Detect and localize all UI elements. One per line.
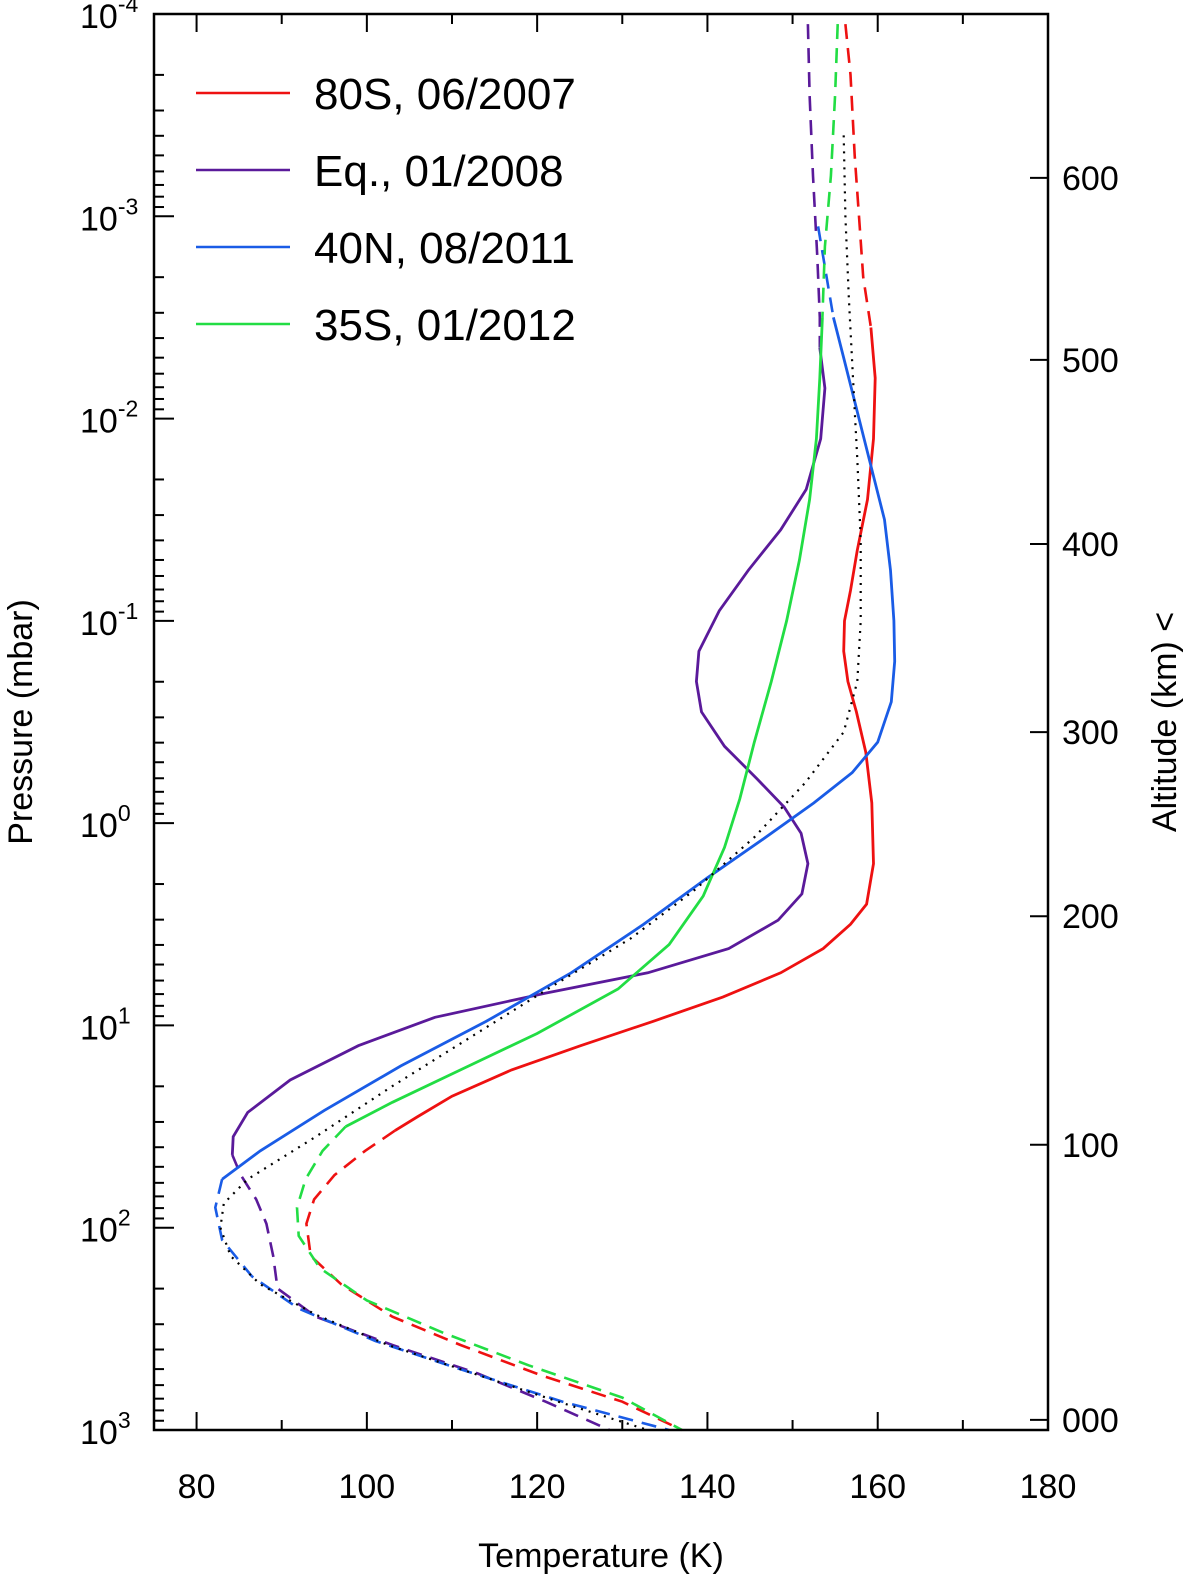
altitude-tick-label: 200	[1062, 898, 1119, 936]
series-0-line	[394, 327, 877, 1132]
series-0-dashed-upper	[844, 23, 873, 328]
y-tick-label: 102	[80, 1205, 131, 1250]
altitude-tick-label: 000	[1062, 1402, 1119, 1440]
series-3-dashed-upper	[821, 24, 839, 318]
x-tick-label: 120	[509, 1468, 566, 1506]
series-3-line	[344, 317, 824, 1128]
x-tick-label: 160	[849, 1468, 906, 1506]
y-tick-label: 10-1	[80, 598, 138, 643]
right-axis-title: Altitude (km) <	[1146, 612, 1184, 832]
series-2-dashed-upper	[816, 226, 835, 318]
series-1-line	[230, 347, 827, 1155]
curves-layer	[213, 23, 897, 1432]
y-tick-label: 10-2	[80, 396, 138, 441]
altitude-tick-label: 400	[1062, 526, 1119, 564]
legend: 80S, 06/2007 Eq., 01/2008 40N, 08/2011 35S,…	[196, 70, 576, 350]
altitude-tick-label: 100	[1062, 1127, 1119, 1165]
x-tick-label: 80	[178, 1468, 216, 1506]
ticks-layer: 80 100 120 140 160 180 10-4 10-3 10-2 10-1 100 101 1…	[80, 0, 1119, 1506]
series-4-dotted-line	[219, 135, 862, 1432]
series-2-line	[221, 317, 897, 1181]
x-axis-title: Temperature (K)	[478, 1537, 724, 1575]
altitude-tick-label: 500	[1062, 342, 1119, 380]
legend-label: 80S, 06/2007	[314, 70, 576, 119]
y-tick-label: 101	[80, 1002, 131, 1047]
altitude-tick-label: 300	[1062, 714, 1119, 752]
legend-label: 35S, 01/2012	[314, 301, 576, 350]
altitude-tick-label: 600	[1062, 160, 1119, 198]
series-1-dashed-upper	[806, 24, 822, 348]
plot-frame	[152, 12, 1050, 1432]
y-tick-label: 10-3	[80, 193, 138, 238]
y-axis-title: Pressure (mbar)	[2, 599, 40, 845]
series-1-dashed-lower	[231, 1154, 611, 1432]
series-3-dashed-lower	[295, 1125, 683, 1432]
x-tick-label: 140	[679, 1468, 736, 1506]
y-tick-label: 103	[80, 1407, 131, 1452]
y-tick-label: 100	[80, 800, 131, 845]
y-tick-label: 10-4	[80, 0, 138, 36]
series-0-dashed-lower	[305, 1129, 683, 1432]
series-2-dashed-lower	[213, 1178, 670, 1432]
x-tick-label: 100	[338, 1468, 395, 1506]
x-tick-label: 180	[1020, 1468, 1077, 1506]
legend-label: 40N, 08/2011	[314, 224, 575, 273]
legend-label: Eq., 01/2008	[314, 147, 564, 196]
